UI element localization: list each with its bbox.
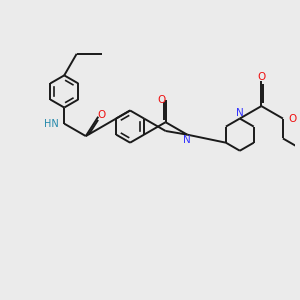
Text: O: O bbox=[98, 110, 106, 120]
Text: O: O bbox=[257, 72, 266, 82]
Text: O: O bbox=[288, 113, 296, 124]
Text: N: N bbox=[183, 135, 191, 145]
Text: HN: HN bbox=[44, 119, 59, 129]
Text: N: N bbox=[236, 108, 244, 118]
Text: O: O bbox=[158, 95, 166, 105]
